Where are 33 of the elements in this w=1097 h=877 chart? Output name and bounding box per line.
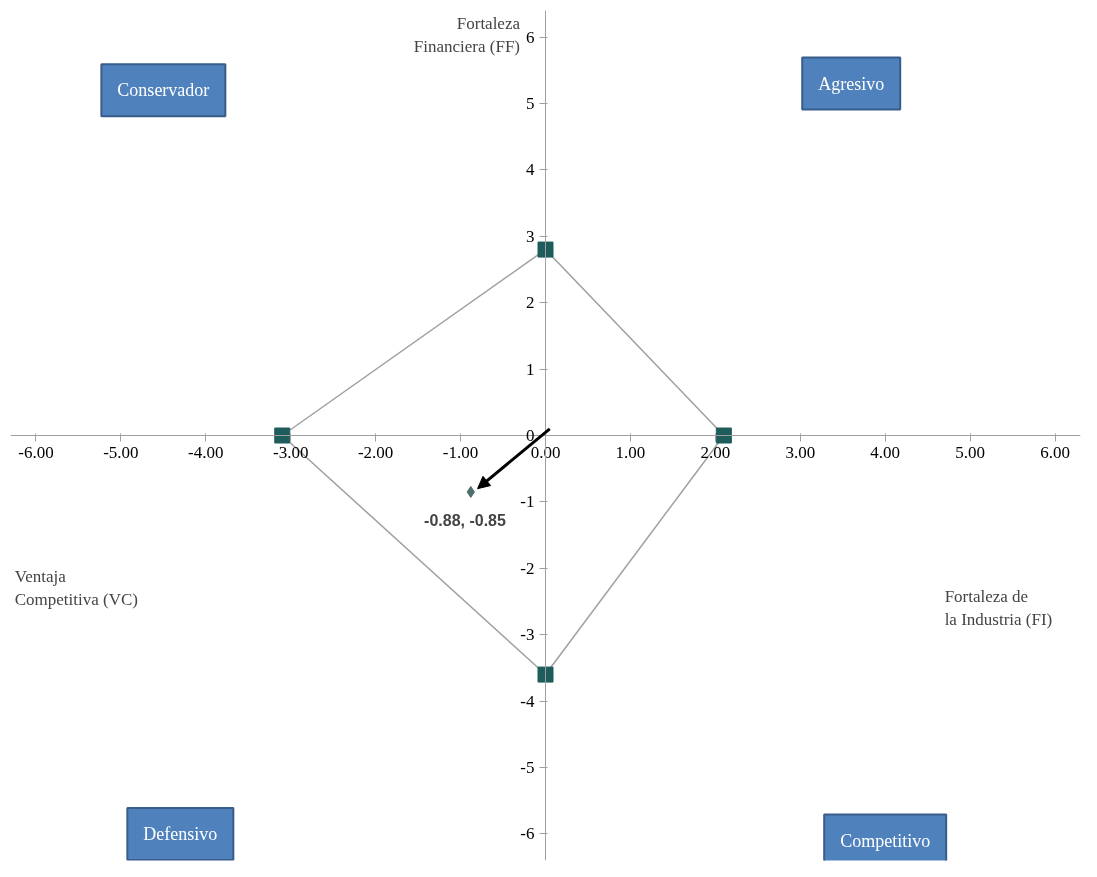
y-tick-label: 0 (526, 426, 535, 445)
annotation: Competitivo (840, 830, 931, 851)
x-tick-label: 3.00 (785, 442, 816, 462)
x-tick-label: 6.00 (1040, 442, 1070, 462)
y-tick-label: -5 (520, 758, 535, 778)
x-tick-label: -3.00 (273, 442, 309, 462)
y-tick-label: 2 (526, 293, 535, 313)
y-tick-label: 3 (526, 226, 535, 246)
x-tick-label: -2.00 (357, 442, 394, 462)
y-tick-label: -6 (520, 824, 535, 844)
x-tick-label: -6.00 (18, 442, 54, 462)
x-tick-label: 2.00 (700, 442, 731, 462)
annotation: Conservador (117, 80, 210, 101)
y-tick-label: 6 (526, 27, 535, 47)
annotation: Agresivo (818, 73, 885, 94)
y-tick-label: -4 (520, 691, 535, 711)
x-tick-label: 1.00 (615, 442, 646, 462)
y-tick-label: 5 (526, 93, 535, 113)
annotation: Ventaja Competitiva (VC) (14, 567, 138, 610)
x-tick-label: 4.00 (870, 442, 901, 462)
y-tick-label: -1 (520, 492, 535, 512)
y-tick-label: 4 (526, 160, 535, 180)
x-tick-label: 5.00 (955, 442, 985, 462)
y-tick-label: 1 (526, 359, 535, 379)
y-axis-title: Fortaleza Financiera (FF) (413, 13, 521, 56)
x-axis-title: Fortaleza de la Industria (FI) (944, 587, 1053, 630)
x-tick-label: -1.00 (442, 442, 479, 462)
x-tick-label: -5.00 (103, 442, 139, 462)
annotation: Defensivo (143, 823, 218, 844)
annotation: -0.88, -0.85 (424, 511, 506, 529)
y-tick-label: -2 (520, 558, 535, 578)
y-tick-label: -3 (520, 625, 535, 645)
x-tick-label: -4.00 (188, 442, 224, 462)
